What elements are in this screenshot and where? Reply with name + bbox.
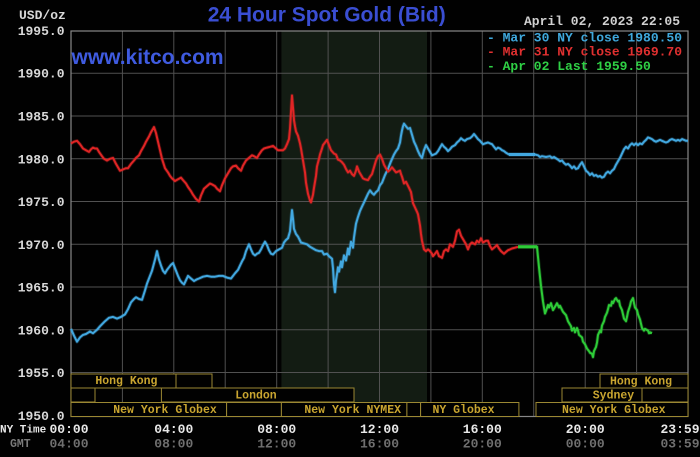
svg-text:New York NYMEX: New York NYMEX: [304, 404, 401, 417]
svg-text:16:00: 16:00: [463, 422, 502, 437]
svg-text:- Mar 30 NY close 1980.50: - Mar 30 NY close 1980.50: [487, 31, 682, 46]
svg-text:Sydney: Sydney: [593, 390, 635, 403]
svg-text:03:59: 03:59: [660, 437, 699, 452]
svg-text:20:00: 20:00: [463, 437, 502, 452]
svg-text:NY Time: NY Time: [0, 425, 47, 437]
svg-text:1990.0: 1990.0: [18, 67, 65, 82]
svg-text:12:00: 12:00: [257, 437, 296, 452]
svg-text:23:59: 23:59: [660, 422, 699, 437]
svg-text:08:00: 08:00: [257, 422, 296, 437]
svg-text:New York Globex: New York Globex: [562, 404, 666, 417]
svg-text:Hong Kong: Hong Kong: [95, 375, 157, 388]
svg-text:1985.0: 1985.0: [18, 110, 65, 125]
svg-text:NY Globex: NY Globex: [432, 404, 494, 417]
svg-text:New York Globex: New York Globex: [113, 404, 217, 417]
svg-text:00:00: 00:00: [566, 437, 605, 452]
svg-text:April 02, 2023 22:05: April 02, 2023 22:05: [524, 14, 680, 29]
svg-text:- Apr 02 Last 1959.50: - Apr 02 Last 1959.50: [487, 59, 651, 74]
svg-text:04:00: 04:00: [154, 422, 193, 437]
svg-text:00:00: 00:00: [49, 422, 88, 437]
svg-text:1950.0: 1950.0: [18, 409, 65, 424]
svg-text:1980.0: 1980.0: [18, 152, 65, 167]
svg-text:04:00: 04:00: [49, 437, 88, 452]
svg-text:16:00: 16:00: [360, 437, 399, 452]
svg-text:20:00: 20:00: [566, 422, 605, 437]
svg-text:24 Hour Spot Gold (Bid): 24 Hour Spot Gold (Bid): [208, 4, 446, 27]
svg-text:GMT: GMT: [10, 438, 31, 451]
svg-text:www.kitco.com: www.kitco.com: [71, 46, 224, 69]
svg-text:1965.0: 1965.0: [18, 281, 65, 296]
svg-text:London: London: [235, 390, 277, 403]
svg-text:1960.0: 1960.0: [18, 323, 65, 338]
svg-text:Hong Kong: Hong Kong: [610, 376, 672, 389]
svg-text:08:00: 08:00: [154, 437, 193, 452]
svg-text:12:00: 12:00: [360, 422, 399, 437]
svg-text:1970.0: 1970.0: [18, 238, 65, 253]
svg-text:1955.0: 1955.0: [18, 366, 65, 381]
svg-text:1975.0: 1975.0: [18, 195, 65, 210]
svg-text:USD/oz: USD/oz: [19, 8, 66, 23]
svg-text:1995.0: 1995.0: [18, 24, 65, 39]
svg-text:- Mar 31 NY close 1969.70: - Mar 31 NY close 1969.70: [487, 45, 682, 60]
